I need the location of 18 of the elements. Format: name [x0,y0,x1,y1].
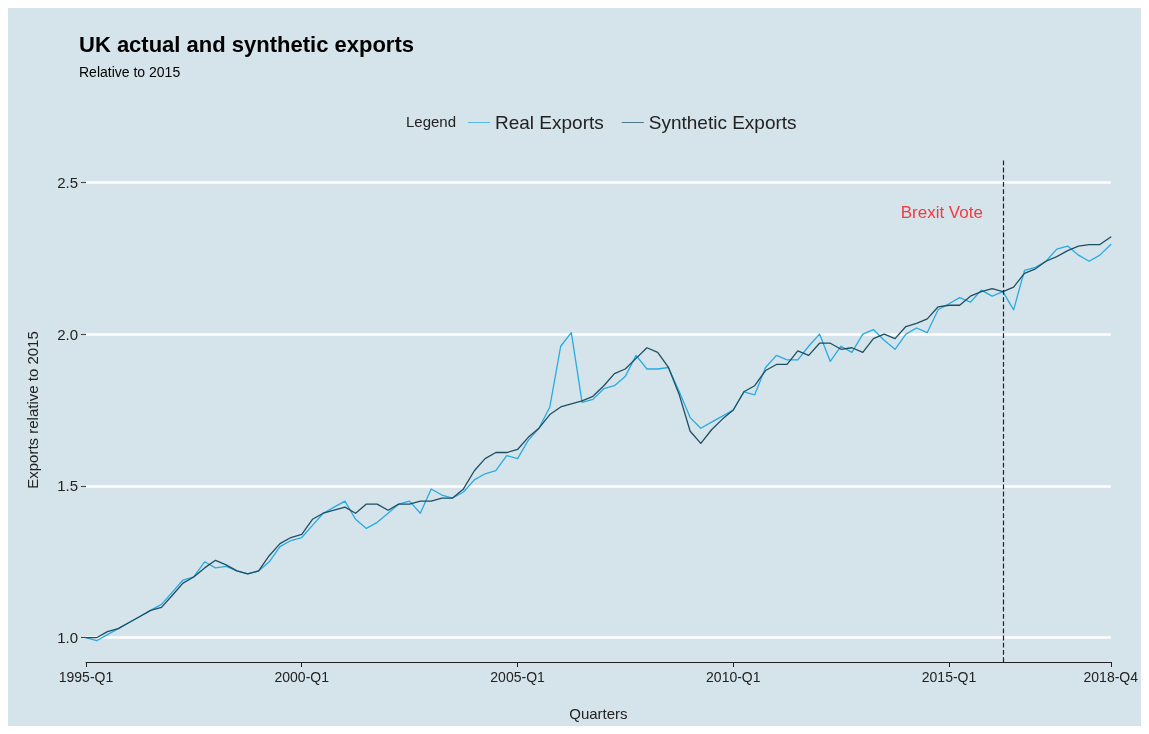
x-tick-label: 2018-Q4 [1083,669,1139,685]
legend-label: Synthetic Exports [648,112,797,133]
x-tick-label: 1995-Q1 [58,669,114,685]
y-tick-label: 1.0 [57,629,78,647]
y-tick-label: 2.5 [57,173,78,191]
x-axis-title: Quarters [569,705,628,722]
x-tick-label: 2000-Q1 [274,669,330,685]
legend-title: Legend [405,113,457,130]
legend-label: Real Exports [495,112,604,133]
y-tick-label: 1.5 [57,477,78,495]
x-tick-label: 2005-Q1 [490,669,546,685]
annotation: Brexit Vote [900,203,983,223]
y-tick-label: 2.0 [57,325,78,343]
x-tick-label: 2010-Q1 [706,669,761,685]
chart-subtitle: Relative to 2015 [79,64,181,80]
y-axis-title: Exports relative to 2015 [24,331,41,489]
x-tick-label: 2015-Q1 [921,669,977,685]
chart-title: UK actual and synthetic exports [79,31,414,57]
